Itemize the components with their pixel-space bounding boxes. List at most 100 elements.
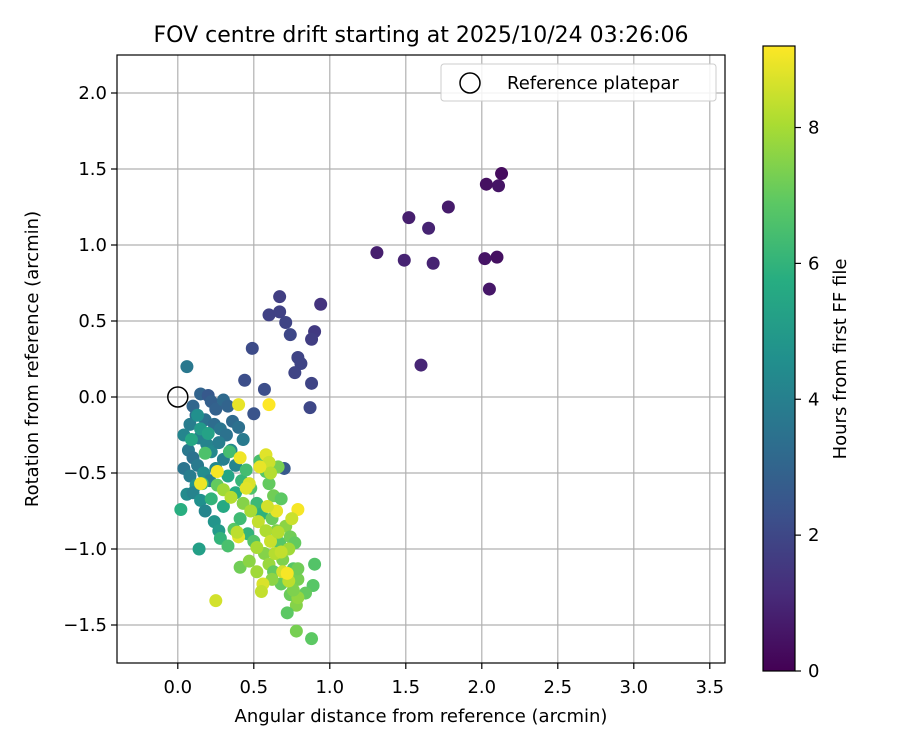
data-point <box>184 433 198 447</box>
data-point <box>183 469 197 483</box>
x-tick-label: 3.0 <box>619 677 648 698</box>
data-point <box>198 504 212 518</box>
data-point <box>274 492 288 506</box>
y-tick-label: 1.5 <box>78 159 107 180</box>
x-tick-label: 1.0 <box>315 677 344 698</box>
data-point <box>183 417 197 431</box>
y-tick-label: 0.0 <box>78 387 107 408</box>
data-point <box>212 436 226 450</box>
data-point <box>262 398 276 412</box>
data-point <box>262 308 276 322</box>
data-point <box>238 373 252 387</box>
x-tick-label: 0.5 <box>239 677 268 698</box>
colorbar-ticks: 0 2 4 6 8 <box>795 118 819 682</box>
data-point <box>303 401 317 415</box>
data-point <box>254 585 268 599</box>
data-point <box>482 282 496 296</box>
colorbar-tick-label: 0 <box>808 661 819 682</box>
data-point <box>230 525 244 539</box>
x-tick-label: 1.5 <box>391 677 420 698</box>
data-point <box>204 492 218 506</box>
data-point <box>288 366 302 380</box>
data-point <box>233 560 247 574</box>
data-point <box>209 594 223 608</box>
data-point <box>191 408 205 422</box>
data-point <box>236 433 250 447</box>
x-axis-ticks: 0.0 0.5 1.0 1.5 2.0 2.5 3.0 3.5 <box>163 663 724 698</box>
legend-entry-reference-platepar: Reference platepar <box>507 73 679 94</box>
data-point <box>305 332 319 346</box>
x-tick-label: 3.5 <box>695 677 724 698</box>
data-point <box>232 398 246 412</box>
data-point <box>280 606 294 620</box>
y-axis-label: Rotation from reference (arcmin) <box>22 211 43 507</box>
data-point <box>192 542 206 556</box>
data-point <box>233 512 247 526</box>
data-point <box>402 211 416 225</box>
data-point <box>271 525 285 539</box>
data-point <box>422 221 436 235</box>
data-point <box>490 250 504 264</box>
data-point <box>257 382 271 396</box>
data-point <box>198 446 212 460</box>
data-point <box>274 545 288 559</box>
data-point <box>201 426 215 440</box>
data-point <box>221 539 235 553</box>
colorbar-tick-label: 6 <box>808 253 819 274</box>
data-point <box>259 524 273 538</box>
data-point <box>253 460 267 474</box>
y-tick-label: 2.0 <box>78 83 107 104</box>
chart-title: FOV centre drift starting at 2025/10/24 … <box>154 23 689 48</box>
data-point <box>209 402 223 416</box>
data-point <box>194 493 208 507</box>
colorbar-label: Hours from first FF file <box>830 259 851 460</box>
data-point <box>478 252 492 266</box>
data-point <box>262 477 276 491</box>
plot-area-frame <box>116 54 726 664</box>
data-point <box>239 463 253 477</box>
data-point <box>180 360 194 374</box>
data-point <box>291 502 305 516</box>
y-tick-label: 0.5 <box>78 311 107 332</box>
colorbar-tick-label: 2 <box>808 525 819 546</box>
data-point <box>174 502 188 516</box>
data-point <box>233 451 247 465</box>
data-point <box>210 464 224 478</box>
data-point <box>244 504 258 518</box>
data-point <box>441 200 455 214</box>
colorbar-tick-label: 4 <box>808 389 819 410</box>
data-point <box>245 341 259 355</box>
data-point <box>305 376 319 390</box>
x-tick-label: 0.0 <box>163 677 192 698</box>
data-point <box>260 499 274 513</box>
data-point <box>308 557 322 571</box>
legend-box <box>440 63 717 102</box>
y-tick-label: −1.0 <box>63 539 107 560</box>
data-point <box>479 177 493 191</box>
data-point <box>221 399 235 413</box>
y-tick-label: 1.0 <box>78 235 107 256</box>
data-point <box>251 515 265 529</box>
data-point <box>239 481 253 495</box>
data-point <box>232 420 246 434</box>
data-point <box>495 167 509 181</box>
reference-platepar-marker <box>167 386 189 408</box>
data-point <box>242 554 256 568</box>
data-point <box>283 328 297 342</box>
data-point <box>285 512 299 526</box>
colorbar <box>762 45 796 672</box>
data-point <box>280 566 294 580</box>
data-point <box>305 632 319 646</box>
data-points <box>174 167 509 646</box>
data-point <box>291 562 305 576</box>
y-tick-label: −0.5 <box>63 463 107 484</box>
legend-marker-icon <box>459 72 481 94</box>
data-point <box>273 305 287 319</box>
data-point <box>279 316 293 330</box>
data-point <box>426 256 440 270</box>
data-point <box>273 290 287 304</box>
data-point <box>397 253 411 267</box>
data-point <box>250 565 264 579</box>
data-point <box>216 499 230 513</box>
